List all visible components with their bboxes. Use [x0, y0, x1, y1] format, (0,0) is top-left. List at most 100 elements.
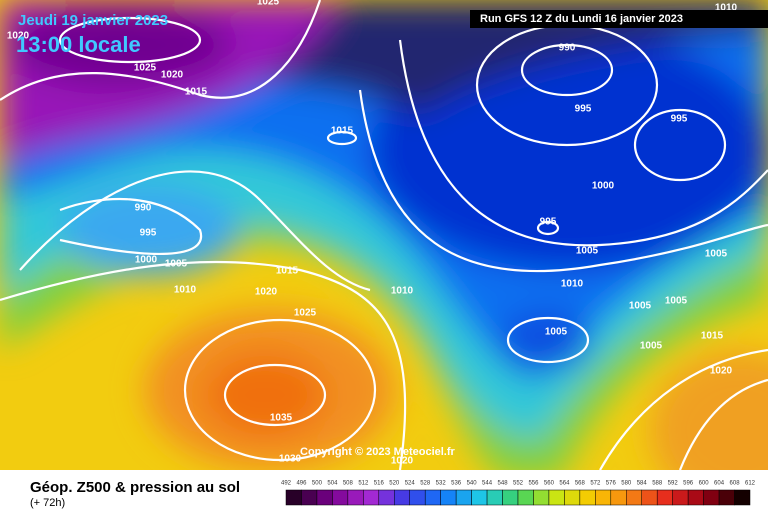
- scale-label: 564: [559, 481, 570, 487]
- scale-label: 548: [498, 481, 509, 487]
- scale-swatch: [626, 489, 642, 506]
- scale-swatch: [347, 489, 364, 506]
- isobar-label: 995: [540, 217, 557, 228]
- scale-label: 504: [327, 481, 338, 487]
- isobar-label: 1010: [715, 3, 738, 14]
- time: 13:00 locale: [16, 32, 141, 57]
- isobar-label: 1005: [545, 327, 568, 338]
- scale-label: 568: [575, 481, 586, 487]
- scale-label: 520: [389, 481, 400, 487]
- scale-swatch: [409, 489, 426, 506]
- scale-label: 552: [513, 481, 524, 487]
- isobar-label: 1020: [255, 287, 278, 298]
- legend-title: Géop. Z500 & pression au sol: [30, 479, 240, 496]
- scale-swatch: [687, 489, 704, 506]
- isobar-label: 1015: [331, 126, 354, 137]
- scale-label: 544: [482, 481, 493, 487]
- scale-swatch: [595, 489, 612, 506]
- isobar-label: 1000: [135, 255, 158, 266]
- scale-label: 588: [652, 481, 663, 487]
- isobar-label: 1020: [391, 456, 414, 467]
- scale-swatch: [703, 489, 720, 506]
- isobar-label: 1005: [165, 259, 188, 270]
- isobar-label: 1010: [391, 286, 414, 297]
- scale-swatch: [471, 489, 488, 506]
- isobar-label: 1005: [640, 341, 663, 352]
- scale-swatch: [548, 489, 565, 506]
- scale-label: 604: [714, 481, 725, 487]
- scale-swatch: [440, 489, 457, 506]
- scale-swatch: [533, 489, 550, 506]
- scale-swatch: [378, 489, 395, 506]
- scale-swatch: [285, 489, 302, 506]
- isobar-label: 1020: [161, 70, 184, 81]
- isobar-label: 1030: [279, 454, 302, 465]
- isobar-label: 1035: [270, 413, 293, 424]
- run-box: [470, 10, 768, 28]
- isobar-label: 1025: [294, 308, 317, 319]
- scale-swatch: [564, 489, 581, 506]
- scale-swatch: [641, 489, 658, 506]
- scale-swatch: [394, 489, 410, 506]
- isobar-label: 1005: [576, 246, 599, 257]
- isobar-label: 1015: [185, 87, 208, 98]
- isobar-label: 1010: [174, 285, 197, 296]
- run-info: Run GFS 12 Z du Lundi 16 janvier 2023: [480, 13, 683, 25]
- isobar-label: 995: [575, 104, 592, 115]
- scale-label: 580: [621, 481, 632, 487]
- scale-swatch: [316, 489, 333, 506]
- scale-label: 612: [745, 481, 756, 487]
- scale-swatch: [363, 489, 380, 506]
- isobar-label: 1015: [276, 266, 299, 277]
- scale-label: 584: [637, 481, 648, 487]
- scale-swatch: [656, 489, 673, 506]
- isobar-label: 1005: [665, 296, 688, 307]
- scale-label: 524: [405, 481, 416, 487]
- isobar-label: 1000: [592, 181, 615, 192]
- scale-label: 560: [544, 481, 555, 487]
- isobar-label: 1020: [7, 31, 30, 42]
- isobar-label: 990: [559, 43, 576, 54]
- isobars: [0, 0, 768, 470]
- date: Jeudi 19 janvier 2023: [18, 12, 168, 29]
- scale-swatch: [502, 489, 519, 506]
- scale-label: 496: [296, 481, 307, 487]
- scale-swatch: [718, 489, 735, 506]
- isobar-label: 1020: [710, 366, 733, 377]
- legend-subtitle: (+ 72h): [30, 497, 65, 509]
- scale-swatch: [610, 489, 627, 506]
- isobar-label: 1005: [629, 301, 652, 312]
- scale-swatch: [517, 489, 534, 506]
- scale-swatch: [579, 489, 596, 506]
- scale-label: 532: [436, 481, 447, 487]
- scale-swatch: [332, 489, 349, 506]
- scale-label: 516: [374, 481, 385, 487]
- scale-swatch: [301, 489, 318, 506]
- scale-swatch: [424, 489, 441, 506]
- scale-label: 596: [683, 481, 694, 487]
- scale-label: 592: [668, 481, 679, 487]
- scale-label: 492: [281, 481, 292, 487]
- isobar-label: 995: [671, 114, 688, 125]
- scale-label: 576: [606, 481, 617, 487]
- isobar-label: 990: [135, 203, 152, 214]
- copyright: Copyright © 2023 Meteociel.fr: [300, 446, 456, 458]
- scale-label: 536: [451, 481, 462, 487]
- scale-label: 500: [312, 481, 323, 487]
- scale-label: 556: [528, 481, 539, 487]
- isobar-label: 1010: [561, 279, 584, 290]
- scale-label: 540: [467, 481, 478, 487]
- scale-label: 608: [730, 481, 741, 487]
- scale-swatch: [455, 489, 472, 506]
- isobar-label: 1005: [705, 249, 728, 260]
- isobar-label: 1015: [701, 331, 724, 342]
- scale-label: 600: [699, 481, 710, 487]
- isobar-label: 995: [140, 228, 157, 239]
- scale-swatch: [734, 489, 751, 506]
- isobar-label: 1025: [257, 0, 280, 8]
- isobar-label: 1025: [134, 63, 157, 74]
- scale-label: 528: [420, 481, 431, 487]
